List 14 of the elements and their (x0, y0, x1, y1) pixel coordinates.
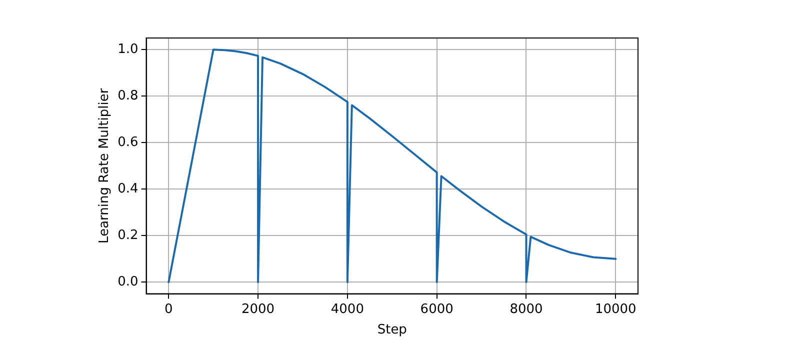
x-tick-label: 8000 (510, 302, 543, 317)
y-tick-label: 0.4 (118, 182, 138, 197)
x-tick-label: 4000 (330, 302, 364, 317)
y-tick-label: 0.8 (118, 88, 138, 104)
y-tick-label: 0.0 (118, 274, 138, 290)
y-tick-label: 0.6 (118, 135, 138, 150)
x-tick-label: 2000 (241, 302, 275, 317)
y-tick-label: 0.2 (118, 228, 138, 244)
x-tick-label: 0 (164, 302, 173, 317)
y-axis-title: Learning Rate Multiplier (97, 88, 112, 244)
x-tick-label: 6000 (420, 302, 454, 317)
x-axis-title: Step (377, 322, 407, 338)
y-tick-label: 1.0 (118, 42, 138, 57)
x-tick-label: 10000 (594, 302, 636, 317)
